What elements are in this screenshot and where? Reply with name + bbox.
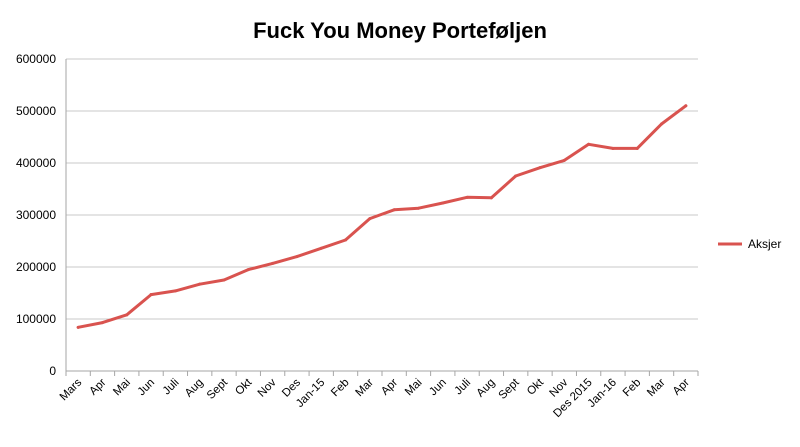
x-tick-label: Nov <box>256 376 279 399</box>
x-tick-label: Mar <box>645 377 668 400</box>
x-tick-label: Sept <box>205 376 231 402</box>
data-point <box>295 255 299 259</box>
data-point <box>660 122 664 126</box>
data-point <box>368 217 372 221</box>
x-tick-label: Mai <box>111 377 133 399</box>
data-point <box>100 321 104 325</box>
data-point <box>416 206 420 210</box>
x-tick-label: Okt <box>525 376 547 398</box>
data-point <box>538 166 542 170</box>
data-point <box>271 261 275 265</box>
x-tick-label: Aug <box>475 377 498 400</box>
data-point <box>392 208 396 212</box>
data-point <box>489 196 493 200</box>
data-point <box>173 289 177 293</box>
y-tick-label: 200000 <box>16 260 56 274</box>
series-line-aksjer <box>76 104 688 329</box>
x-tick-label: Juli <box>161 377 182 398</box>
x-tick-label: Okt <box>233 376 255 398</box>
x-tick-label: Jun <box>136 377 158 399</box>
data-point <box>465 195 469 199</box>
data-point <box>587 142 591 146</box>
data-point <box>514 174 518 178</box>
x-tick-label: Sept <box>497 376 523 402</box>
x-tick-label: Apr <box>671 377 692 398</box>
data-point <box>562 158 566 162</box>
data-point <box>635 146 639 150</box>
data-point <box>198 282 202 286</box>
y-tick-label: 600000 <box>16 52 56 66</box>
chart-title: Fuck You Money Porteføljen <box>253 18 547 43</box>
x-tick-label: Aug <box>183 377 206 400</box>
x-tick-label: Mai <box>403 377 425 399</box>
data-point <box>611 146 615 150</box>
y-tick-label: 100000 <box>16 312 56 326</box>
x-tick-label: Feb <box>621 377 644 400</box>
data-point <box>441 201 445 205</box>
legend-label: Aksjer <box>748 237 781 251</box>
x-tick-label: Mars <box>58 376 85 403</box>
data-point <box>125 313 129 317</box>
x-tick-label: Juli <box>453 377 474 398</box>
x-tick-label: Feb <box>329 377 352 400</box>
x-tick-label: Jun <box>427 377 449 399</box>
data-point <box>76 325 80 329</box>
data-point <box>684 104 688 108</box>
y-tick-label: 300000 <box>16 208 56 222</box>
data-point <box>319 246 323 250</box>
data-point <box>222 278 226 282</box>
y-tick-label: 400000 <box>16 156 56 170</box>
x-tick-label: Mar <box>353 377 376 400</box>
x-tick-label: Apr <box>87 377 108 398</box>
data-point <box>246 268 250 272</box>
x-tick-label: Apr <box>379 377 400 398</box>
y-tick-label: 0 <box>49 364 56 378</box>
y-tick-label: 500000 <box>16 104 56 118</box>
data-point <box>149 293 153 297</box>
data-point <box>344 238 348 242</box>
